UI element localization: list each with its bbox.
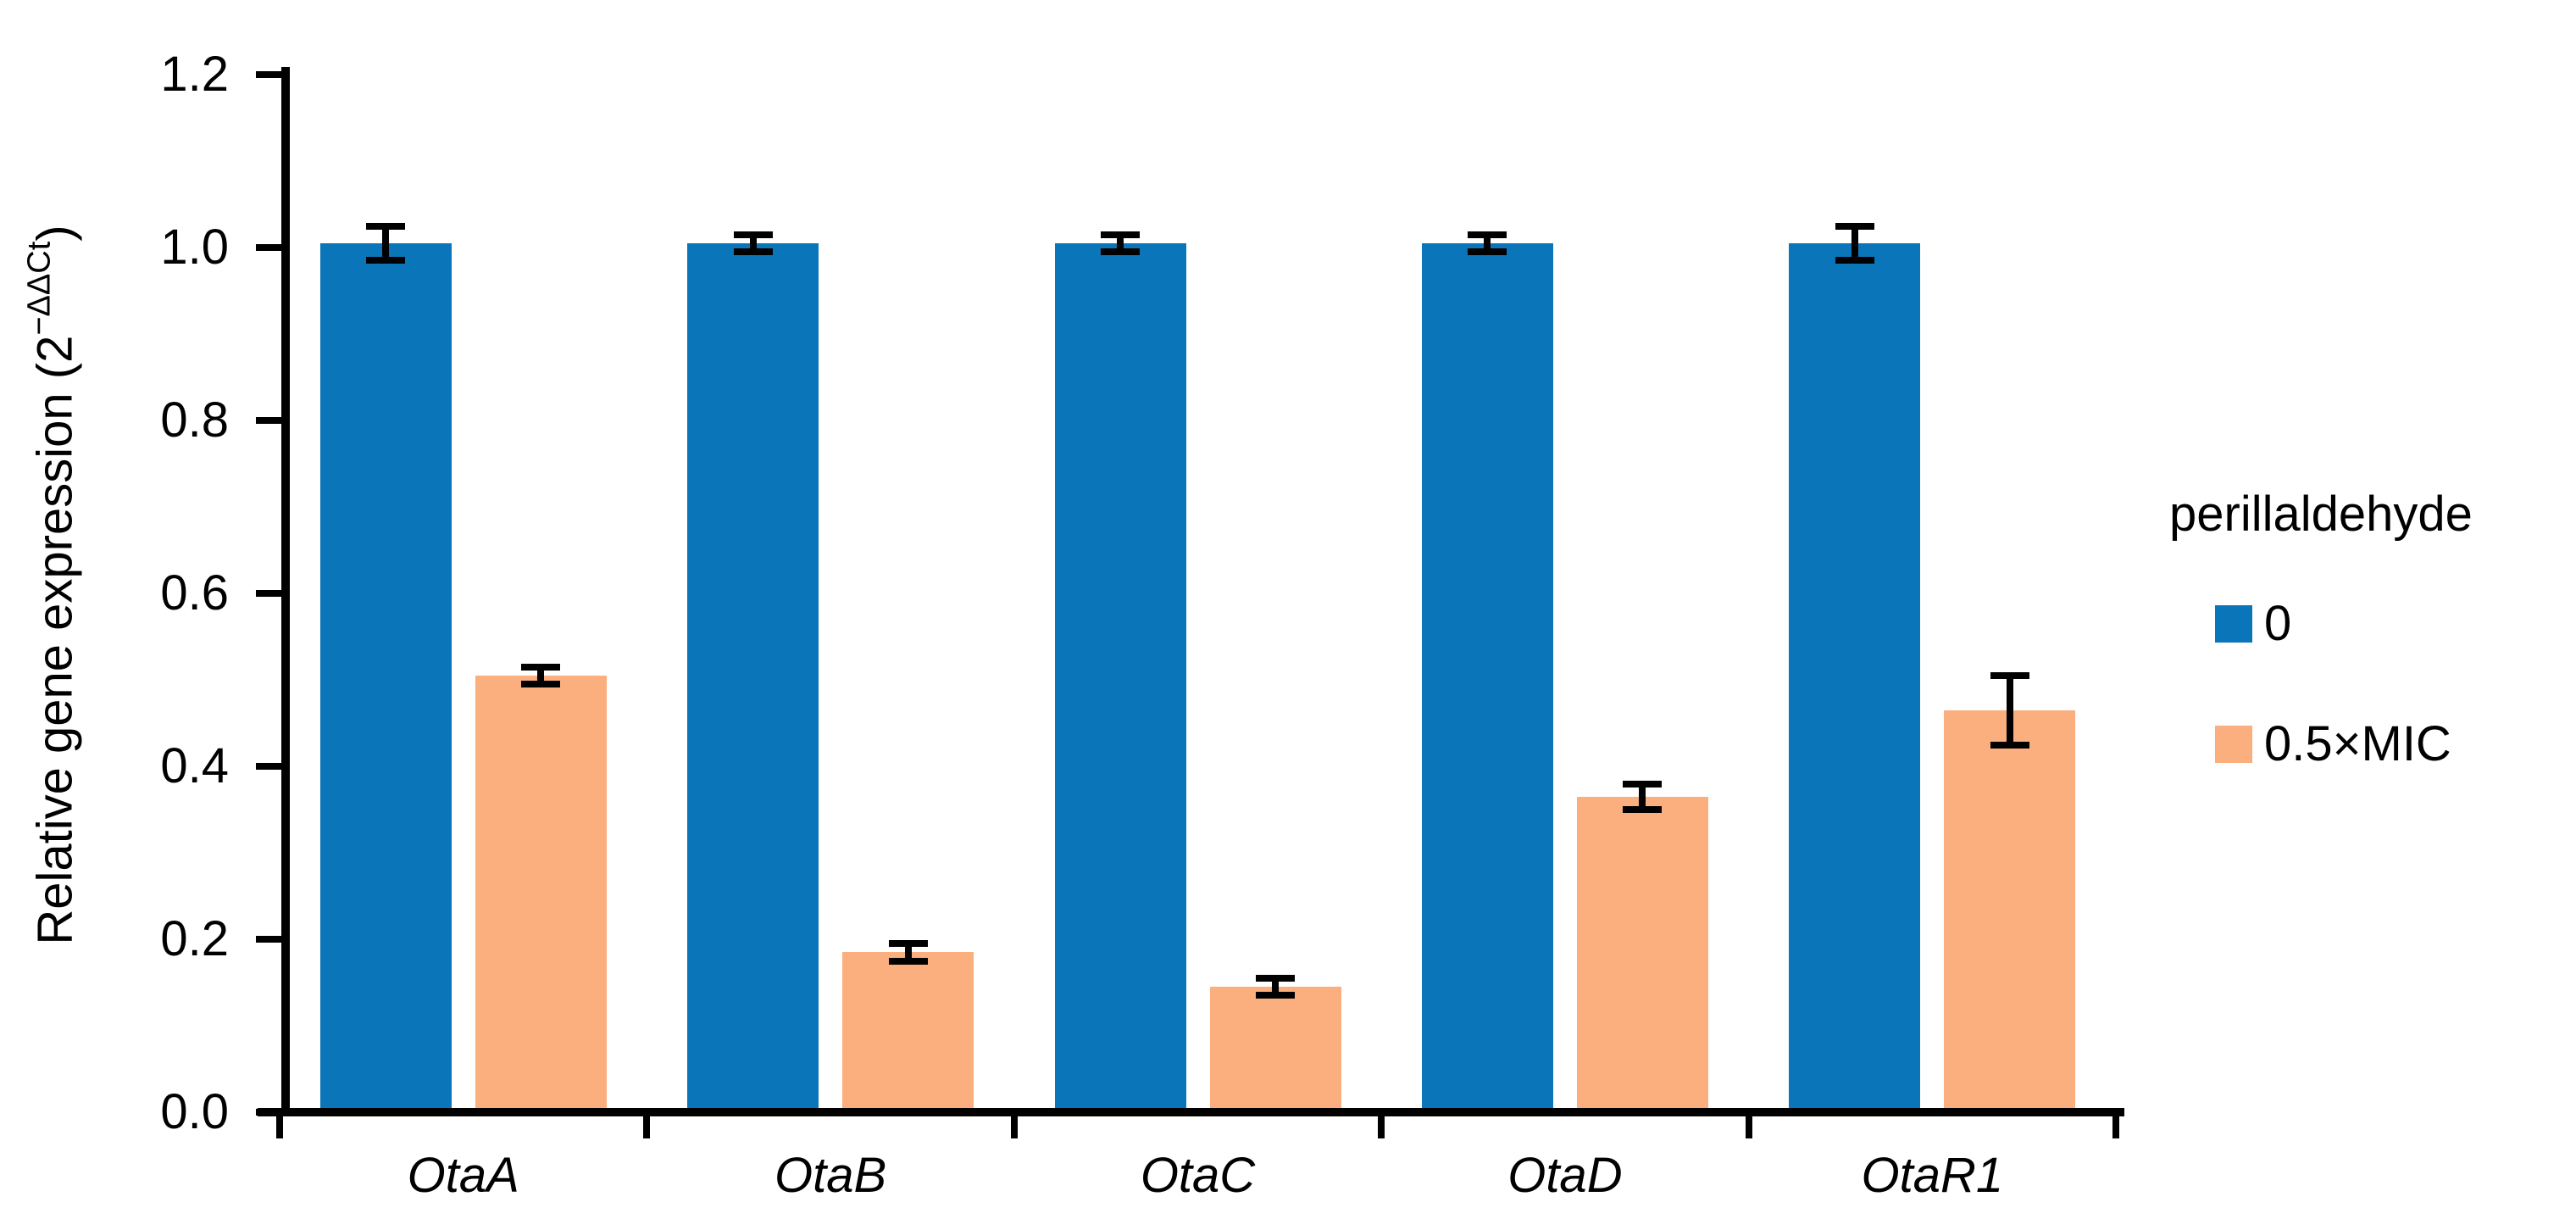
error-bar-cap-upper-OtaB-series-1 xyxy=(888,940,928,948)
bar-OtaR1-series-1 xyxy=(1944,710,2076,1108)
x-axis-tick xyxy=(1745,1116,1752,1138)
error-bar-cap-upper-OtaB-series-0 xyxy=(733,231,773,238)
legend-label-0: 0 xyxy=(2264,596,2292,651)
error-bar-OtaB-series-1 xyxy=(904,943,912,961)
error-bar-cap-lower-OtaD-series-0 xyxy=(1468,248,1507,256)
y-axis-tick xyxy=(256,1109,281,1116)
error-bar-cap-lower-OtaR1-series-0 xyxy=(1835,257,1874,264)
x-axis-line xyxy=(258,1108,2124,1116)
legend-swatch-0 xyxy=(2215,605,2252,643)
legend: perillaldehyde 0 0.5×MIC xyxy=(2162,485,2574,770)
bar-OtaD-series-0 xyxy=(1421,243,1553,1108)
legend-items: 0 0.5×MIC xyxy=(2162,598,2574,770)
y-axis-line xyxy=(281,67,290,1116)
legend-label-1: 0.5×MIC xyxy=(2264,716,2451,771)
y-axis-tick xyxy=(256,936,281,943)
error-bar-cap-upper-OtaD-series-0 xyxy=(1468,231,1507,238)
bar-OtaB-series-0 xyxy=(687,243,819,1108)
y-axis-tick xyxy=(256,71,281,78)
error-bar-cap-upper-OtaR1-series-0 xyxy=(1835,222,1874,230)
legend-item-1: 0.5×MIC xyxy=(2215,719,2574,770)
y-tick-label: 0.8 xyxy=(160,392,229,448)
y-axis-tick xyxy=(256,763,281,770)
y-tick-label: 1.0 xyxy=(160,220,229,275)
error-bar-cap-lower-OtaR1-series-1 xyxy=(1990,741,2029,749)
x-category-label-OtaR1: OtaR1 xyxy=(1861,1148,2004,1203)
y-tick-label: 0.2 xyxy=(160,911,229,966)
error-bar-cap-lower-OtaA-series-1 xyxy=(521,681,561,688)
x-axis-tick xyxy=(276,1116,283,1138)
error-bar-cap-upper-OtaC-series-0 xyxy=(1101,231,1140,238)
error-bar-OtaR1-series-1 xyxy=(2006,676,2013,745)
error-bar-cap-upper-OtaA-series-1 xyxy=(521,663,561,671)
error-bar-OtaC-series-1 xyxy=(1272,978,1279,996)
bar-OtaB-series-1 xyxy=(842,952,974,1108)
error-bar-OtaC-series-0 xyxy=(1117,234,1124,253)
error-bar-OtaB-series-0 xyxy=(749,234,757,253)
x-axis-tick xyxy=(2112,1116,2119,1138)
legend-swatch-1 xyxy=(2215,726,2252,763)
error-bar-cap-lower-OtaA-series-0 xyxy=(366,257,406,264)
error-bar-cap-lower-OtaD-series-1 xyxy=(1623,806,1663,814)
y-tick-label: 0.6 xyxy=(160,565,229,621)
x-category-label-OtaA: OtaA xyxy=(407,1148,519,1203)
error-bar-OtaR1-series-0 xyxy=(1851,225,1858,261)
x-axis-tick xyxy=(1378,1116,1385,1138)
error-bar-cap-lower-OtaC-series-1 xyxy=(1256,992,1295,999)
error-bar-OtaD-series-1 xyxy=(1639,783,1646,810)
y-tick-label: 1.2 xyxy=(160,47,229,102)
y-tick-label: 0.4 xyxy=(160,738,229,793)
error-bar-cap-lower-OtaB-series-0 xyxy=(733,248,773,256)
error-bar-OtaA-series-0 xyxy=(382,225,390,261)
error-bar-cap-upper-OtaR1-series-1 xyxy=(1990,672,2029,679)
legend-title: perillaldehyde xyxy=(2169,487,2473,542)
error-bar-cap-lower-OtaC-series-0 xyxy=(1101,248,1140,256)
error-bar-cap-lower-OtaB-series-1 xyxy=(888,957,928,965)
bar-OtaC-series-1 xyxy=(1209,987,1341,1108)
bar-OtaC-series-0 xyxy=(1054,243,1186,1108)
bar-OtaR1-series-0 xyxy=(1789,243,1921,1108)
legend-item-0: 0 xyxy=(2215,598,2574,649)
bar-OtaD-series-1 xyxy=(1576,796,1708,1108)
bar-OtaA-series-1 xyxy=(475,676,607,1108)
x-category-label-OtaD: OtaD xyxy=(1507,1148,1623,1203)
y-tick-label: 0.0 xyxy=(160,1084,229,1139)
error-bar-cap-upper-OtaC-series-1 xyxy=(1256,975,1295,982)
x-category-label-OtaB: OtaB xyxy=(774,1148,887,1203)
error-bar-OtaA-series-1 xyxy=(537,666,545,685)
y-axis-tick xyxy=(256,417,281,424)
x-axis-tick xyxy=(1010,1116,1018,1138)
error-bar-OtaD-series-0 xyxy=(1484,234,1491,253)
x-category-label-OtaC: OtaC xyxy=(1140,1148,1256,1203)
error-bar-cap-upper-OtaA-series-0 xyxy=(366,222,406,230)
bar-OtaA-series-0 xyxy=(319,243,452,1108)
y-axis-tick xyxy=(256,244,281,251)
x-axis-tick xyxy=(643,1116,651,1138)
y-axis-tick xyxy=(256,590,281,597)
error-bar-cap-upper-OtaD-series-1 xyxy=(1623,780,1663,788)
